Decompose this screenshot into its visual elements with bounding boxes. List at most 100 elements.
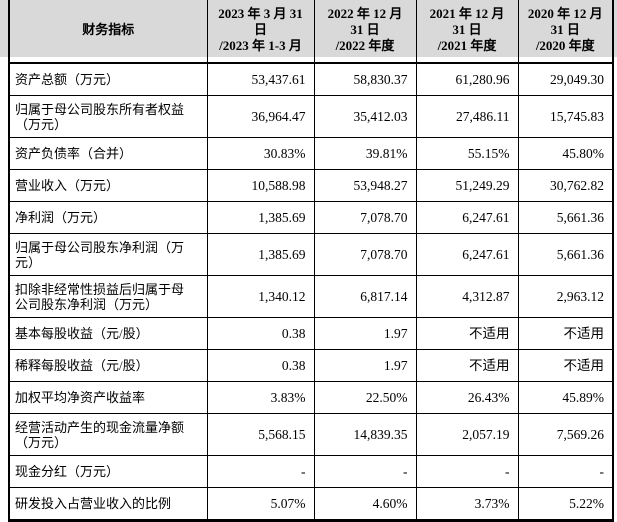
row-label-line: 经营活动产生的现金流量净额 (15, 419, 185, 435)
table-row: 营业收入（万元） 10,588.98 53,948.27 51,249.29 30,76… (8, 169, 614, 202)
row-label-line: 现金分红（万元） (15, 464, 120, 479)
table-row: 归属于母公司股东净利润（万 元） 1,385.69 7,078.70 6,247.61 5… (8, 233, 614, 276)
value-cell: 7,078.70 (313, 233, 417, 276)
value-cell: 53,948.27 (313, 169, 417, 202)
value-cell: 27,486.11 (415, 95, 519, 138)
value-cell: 22.50% (313, 381, 417, 414)
row-label-cell: 资产负债率（合并） (8, 137, 208, 170)
row-label-cell: 研发投入占营业收入的比例 (8, 487, 208, 521)
table-row: 基本每股收益（元/股） 0.38 1.97 不适用 不适用 (8, 317, 614, 350)
value-cell: 7,569.26 (517, 413, 614, 456)
value-cell: 61,280.96 (415, 62, 519, 96)
table-body: 资产总额（万元） 53,437.61 58,830.37 61,280.96 29,04… (8, 62, 614, 521)
col-header-line: 2020 年 12 月 (527, 6, 603, 21)
col-header-2023q1: 2023 年 3 月 31 日 /2023 年 1-3 月 (206, 0, 315, 64)
row-label-line: （万元） (15, 116, 68, 132)
row-label-cell: 扣除非经常性损益后归属于母 公司股东净利润（万元） (8, 275, 208, 318)
value-cell: 5.22% (517, 487, 614, 521)
col-header-line: 2023 年 3 月 31 (218, 6, 303, 21)
value-cell: 3.83% (206, 381, 315, 414)
row-label-cell: 营业收入（万元） (8, 169, 208, 202)
value-cell: 15,745.83 (517, 95, 614, 138)
value-cell: 10,588.98 (206, 169, 315, 202)
table-row: 现金分红（万元） - - - - (8, 455, 614, 488)
value-cell: - (415, 455, 519, 488)
col-header-line: 2022 年 12 月 (327, 6, 403, 21)
value-cell: 5.07% (206, 487, 315, 521)
row-label-line: 资产总额（万元） (15, 72, 120, 87)
row-label-line: 资产负债率（合并） (15, 146, 133, 161)
value-cell: 不适用 (415, 317, 519, 350)
row-label-line: 营业收入（万元） (15, 178, 120, 193)
col-header-line: /2023 年 1-3 月 (219, 38, 302, 53)
table-row: 资产负债率（合并） 30.83% 39.81% 55.15% 45.80% (8, 137, 614, 170)
col-header-line: 日 (253, 22, 267, 37)
value-cell: 1.97 (313, 317, 417, 350)
row-label-line: 稀释每股收益（元/股） (15, 358, 149, 373)
value-cell: 58,830.37 (313, 62, 417, 96)
col-header-line: /2021 年度 (437, 38, 497, 53)
row-label-cell: 现金分红（万元） (8, 455, 208, 488)
value-cell: 不适用 (415, 349, 519, 382)
value-cell: 35,412.03 (313, 95, 417, 138)
value-cell: 6,817.14 (313, 275, 417, 318)
col-header-line: 31 日 (452, 22, 482, 37)
col-header-line: /2020 年度 (535, 38, 595, 53)
value-cell: 不适用 (517, 349, 614, 382)
row-label-line: 基本每股收益（元/股） (15, 326, 149, 341)
value-cell: 7,078.70 (313, 201, 417, 234)
row-label-cell: 资产总额（万元） (8, 62, 208, 96)
row-label-cell: 归属于母公司股东所有者权益 （万元） (8, 95, 208, 138)
row-label-line: （万元） (15, 434, 68, 450)
value-cell: 0.38 (206, 349, 315, 382)
table-row: 资产总额（万元） 53,437.61 58,830.37 61,280.96 29,04… (8, 62, 614, 96)
value-cell: 14,839.35 (313, 413, 417, 456)
value-cell: 26.43% (415, 381, 519, 414)
table-row: 研发投入占营业收入的比例 5.07% 4.60% 3.73% 5.22% (8, 487, 614, 521)
row-label-line: 净利润（万元） (15, 210, 107, 225)
row-label-line: 公司股东净利润（万元） (15, 296, 159, 312)
col-header-2022: 2022 年 12 月 31 日 /2022 年度 (313, 0, 417, 64)
value-cell: 1,385.69 (206, 233, 315, 276)
row-label-line: 扣除非经常性损益后归属于母 (15, 281, 185, 297)
value-cell: 1,385.69 (206, 201, 315, 234)
value-cell: 5,661.36 (517, 233, 614, 276)
value-cell: 2,963.12 (517, 275, 614, 318)
value-cell: 45.80% (517, 137, 614, 170)
value-cell: 6,247.61 (415, 233, 519, 276)
value-cell: 30,762.82 (517, 169, 614, 202)
col-header-2021: 2021 年 12 月 31 日 /2021 年度 (415, 0, 519, 64)
value-cell: - (517, 455, 614, 488)
table-row: 经营活动产生的现金流量净额 （万元） 5,568.15 14,839.35 2,057.… (8, 413, 614, 456)
table-row: 净利润（万元） 1,385.69 7,078.70 6,247.61 5,661.36 (8, 201, 614, 234)
col-header-indicator: 财务指标 (8, 0, 208, 64)
table-row: 加权平均净资产收益率 3.83% 22.50% 26.43% 45.89% (8, 381, 614, 414)
financial-indicators-table: 财务指标 2023 年 3 月 31 日 /2023 年 1-3 月 2022 … (8, 0, 614, 522)
value-cell: 6,247.61 (415, 201, 519, 234)
value-cell: - (313, 455, 417, 488)
table-header-row: 财务指标 2023 年 3 月 31 日 /2023 年 1-3 月 2022 … (8, 0, 614, 64)
table-row: 稀释每股收益（元/股） 0.38 1.97 不适用 不适用 (8, 349, 614, 382)
row-label-line: 归属于母公司股东所有者权益 (15, 101, 185, 117)
value-cell: 29,049.30 (517, 62, 614, 96)
value-cell: 4,312.87 (415, 275, 519, 318)
value-cell: 45.89% (517, 381, 614, 414)
col-header-line: 2021 年 12 月 (429, 6, 505, 21)
value-cell: 1.97 (313, 349, 417, 382)
table-row: 归属于母公司股东所有者权益 （万元） 36,964.47 35,412.03 27,48… (8, 95, 614, 138)
value-cell: 53,437.61 (206, 62, 315, 96)
row-label-cell: 归属于母公司股东净利润（万 元） (8, 233, 208, 276)
row-label-cell: 加权平均净资产收益率 (8, 381, 208, 414)
col-header-line: 31 日 (350, 22, 380, 37)
value-cell: 30.83% (206, 137, 315, 170)
value-cell: 55.15% (415, 137, 519, 170)
table-row: 扣除非经常性损益后归属于母 公司股东净利润（万元） 1,340.12 6,817.14… (8, 275, 614, 318)
value-cell: - (206, 455, 315, 488)
value-cell: 36,964.47 (206, 95, 315, 138)
value-cell: 0.38 (206, 317, 315, 350)
value-cell: 2,057.19 (415, 413, 519, 456)
row-label-line: 元） (15, 254, 42, 270)
value-cell: 3.73% (415, 487, 519, 521)
col-header-line: /2022 年度 (335, 38, 395, 53)
